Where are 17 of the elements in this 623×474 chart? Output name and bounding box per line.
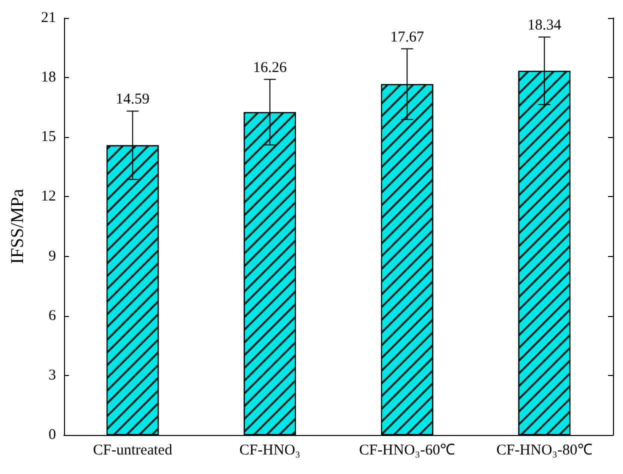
data-label: 17.67 bbox=[390, 29, 424, 46]
y-tick-label: 21 bbox=[41, 10, 56, 26]
data-label: 18.34 bbox=[528, 18, 562, 34]
y-tick-label: 6 bbox=[48, 308, 56, 324]
y-tick-label: 15 bbox=[41, 129, 56, 146]
x-tick-label: CF-HNO₃-60℃ bbox=[359, 442, 456, 458]
y-tick-label: 3 bbox=[48, 367, 56, 384]
y-tick-label: 0 bbox=[48, 427, 56, 443]
data-label: 16.26 bbox=[253, 60, 288, 76]
y-tick-label: 9 bbox=[48, 248, 56, 264]
x-tick-label: CF-HNO₃ bbox=[239, 442, 300, 458]
y-tick-label: 12 bbox=[41, 188, 56, 205]
y-tick-label: 18 bbox=[41, 70, 56, 86]
y-axis-title: IFSS/MPa bbox=[7, 188, 27, 264]
x-tick-label: CF-untreated bbox=[93, 442, 173, 458]
x-tick-label: CF-HNO₃-80℃ bbox=[496, 442, 592, 458]
data-label: 14.59 bbox=[116, 92, 150, 108]
